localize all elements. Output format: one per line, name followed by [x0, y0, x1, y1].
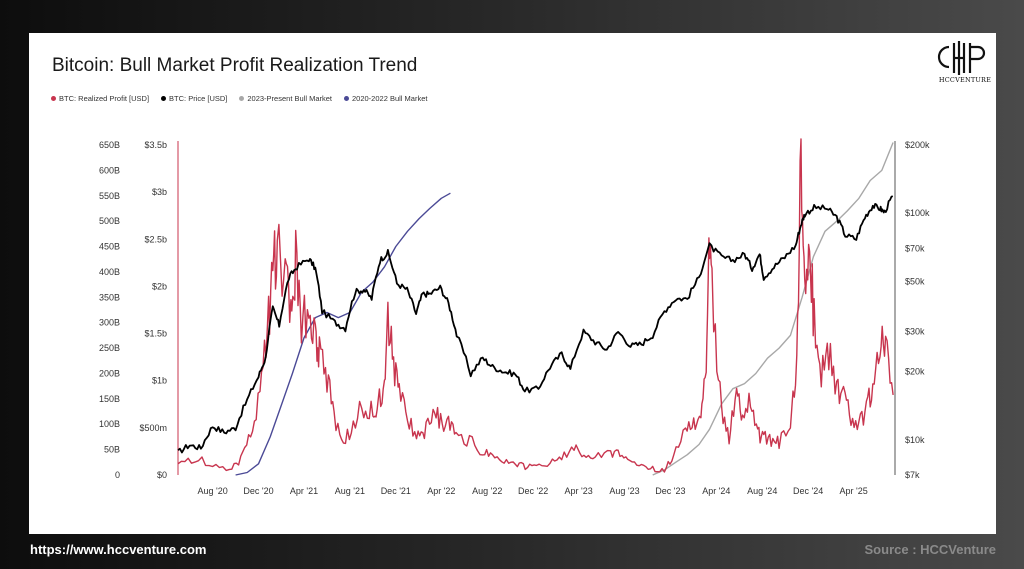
right-tick-label: $20k: [905, 367, 925, 377]
legend-item-2020-bull: 2020-2022 Bull Market: [344, 94, 427, 103]
left-inner-tick-label: $2b: [152, 281, 167, 291]
source-label: Source : HCCVenture: [864, 542, 996, 557]
left-inner-tick-label: $3b: [152, 187, 167, 197]
hccventure-logo: HCCVENTURE: [937, 39, 993, 87]
left-inner-tick-label: $3.5b: [144, 140, 167, 150]
website-link[interactable]: https://www.hccventure.com: [30, 542, 207, 557]
x-tick-label: Dec '22: [518, 486, 548, 496]
x-tick-label: Aug '21: [335, 486, 365, 496]
left-inner-tick-label: $2.5b: [144, 234, 167, 244]
chart-plot: 0 50B 100B 150B 200B 250B 300B 350B 400B 450B 500B…: [99, 138, 930, 496]
right-tick-label: $50k: [905, 276, 925, 286]
right-tick-label: $70k: [905, 243, 925, 253]
x-tick-label: Apr '21: [290, 486, 318, 496]
x-tick-label: Apr '22: [427, 486, 455, 496]
left-outer-tick-label: 200B: [99, 368, 120, 378]
left-outer-tick-label: 300B: [99, 318, 120, 328]
legend-item-realized-profit: BTC: Realized Profit [USD]: [51, 94, 149, 103]
left-outer-tick-label: 350B: [99, 292, 120, 302]
legend-label-2023-bull: 2023-Present Bull Market: [247, 94, 332, 103]
left-outer-tick-label: 400B: [99, 267, 120, 277]
legend-dot-realized-profit: [51, 96, 56, 101]
left-inner-tick-label: $1b: [152, 376, 167, 386]
x-tick-label: Aug '24: [747, 486, 777, 496]
legend-dot-2023-bull: [239, 96, 245, 101]
right-tick-label: $30k: [905, 327, 925, 337]
x-tick-label: Aug '20: [197, 486, 227, 496]
left-outer-tick-label: 150B: [99, 394, 120, 404]
x-tick-label: Dec '21: [381, 486, 411, 496]
left-outer-tick-label: 500B: [99, 216, 120, 226]
left-outer-tick-label: 650B: [99, 140, 120, 150]
hccventure-logo-mark: [937, 41, 986, 75]
left-outer-tick-label: 250B: [99, 343, 120, 353]
chart-card: Bitcoin: Bull Market Profit Realization …: [29, 33, 996, 534]
left-inner-tick-label: $500m: [139, 423, 167, 433]
series-line-2023-present-bull-market: [652, 142, 894, 476]
right-tick-label: $100k: [905, 208, 930, 218]
x-tick-label: Dec '23: [655, 486, 685, 496]
legend-label-realized-profit: BTC: Realized Profit [USD]: [59, 94, 150, 103]
series-line-btc-price-usd: [177, 195, 894, 454]
legend-dot-price: [161, 96, 167, 101]
left-outer-tick-label: 100B: [99, 419, 120, 429]
x-tick-label: Apr '25: [839, 486, 867, 496]
series-line-2020-2022-bull-market: [235, 192, 451, 476]
x-tick-label: Dec '24: [793, 486, 823, 496]
legend-item-price: BTC: Price [USD]: [161, 94, 227, 103]
x-tick-label: Apr '23: [565, 486, 593, 496]
left-inner-tick-label: $1.5b: [144, 329, 167, 339]
x-tick-label: Aug '23: [609, 486, 639, 496]
logo-text: HCCVENTURE: [938, 76, 992, 84]
x-tick-label: Apr '24: [702, 486, 730, 496]
left-outer-tick-label: 50B: [104, 445, 120, 455]
chart-title: Bitcoin: Bull Market Profit Realization …: [52, 55, 418, 76]
legend-dot-2020-bull: [344, 96, 349, 101]
legend-label-price: BTC: Price [USD]: [169, 94, 228, 103]
left-outer-tick-label: 0: [115, 470, 120, 480]
left-outer-tick-label: 600B: [99, 165, 120, 175]
right-tick-label: $10k: [905, 435, 925, 445]
x-tick-label: Aug '22: [472, 486, 502, 496]
x-tick-label: Dec '20: [243, 486, 273, 496]
series-line-btc-realized-profit-usd: [177, 138, 894, 473]
right-tick-label: $200k: [905, 140, 930, 150]
legend-item-2023-bull: 2023-Present Bull Market: [239, 94, 332, 103]
right-tick-label: $7k: [905, 470, 920, 480]
left-inner-tick-label: $0: [157, 470, 167, 480]
left-outer-tick-label: 550B: [99, 191, 120, 201]
chart-legend: BTC: Realized Profit [USD] BTC: Price [U…: [51, 94, 427, 103]
left-outer-tick-label: 450B: [99, 242, 120, 252]
legend-label-2020-bull: 2020-2022 Bull Market: [352, 94, 428, 103]
